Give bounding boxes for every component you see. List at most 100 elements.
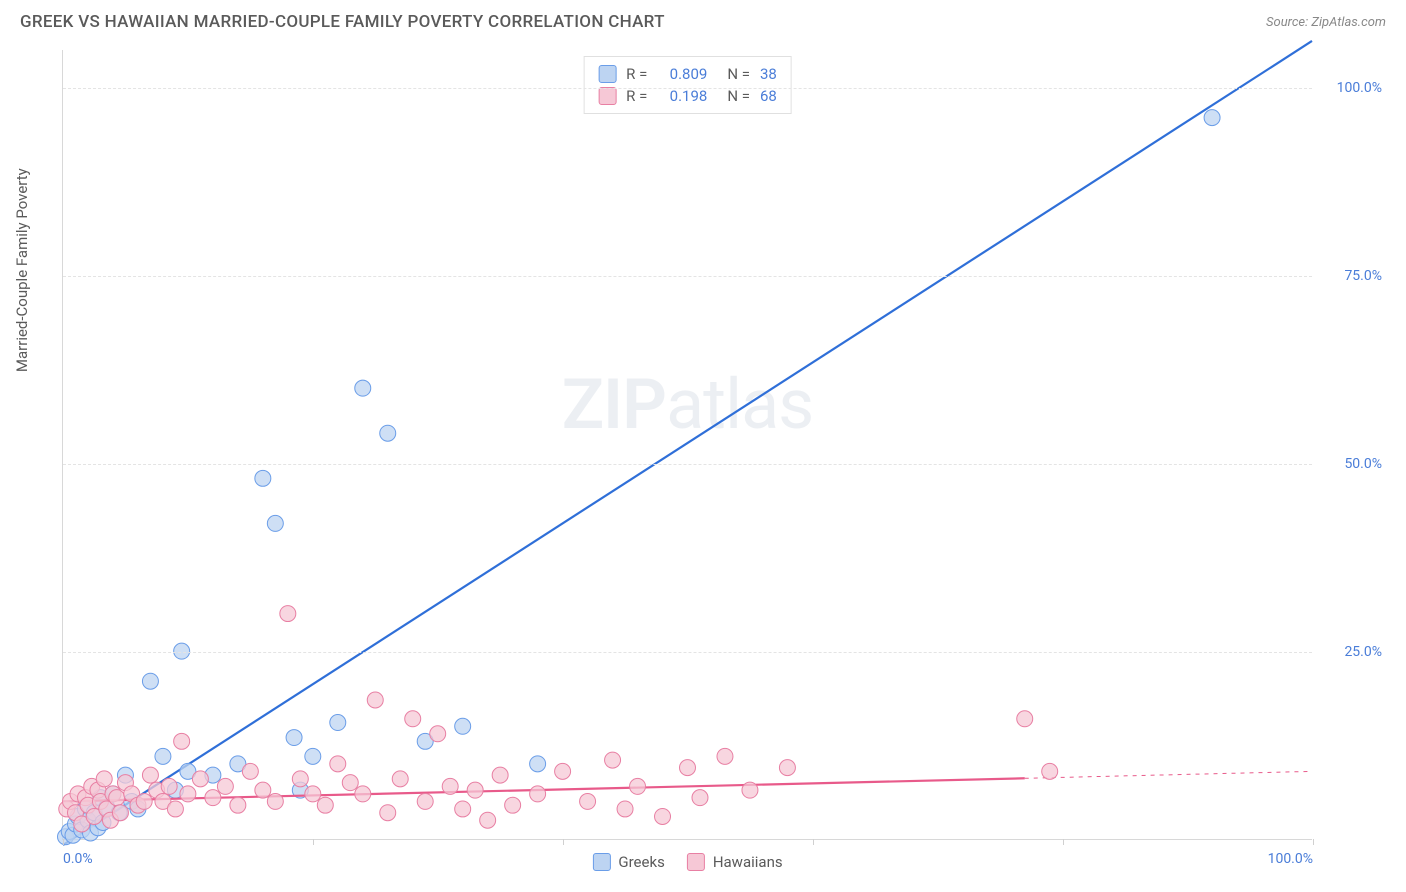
legend-label-greeks: Greeks bbox=[618, 853, 664, 871]
data-point-hawaiians bbox=[392, 771, 408, 787]
gridline bbox=[63, 88, 1312, 89]
x-tick bbox=[63, 839, 64, 845]
data-point-hawaiians bbox=[330, 756, 346, 772]
data-point-hawaiians bbox=[1042, 763, 1058, 779]
data-point-hawaiians bbox=[367, 692, 383, 708]
data-point-hawaiians bbox=[342, 775, 358, 791]
data-point-hawaiians bbox=[292, 771, 308, 787]
y-tick-label: 100.0% bbox=[1337, 80, 1382, 96]
data-point-hawaiians bbox=[655, 808, 671, 824]
r-label: R = bbox=[626, 87, 647, 105]
data-point-hawaiians bbox=[242, 763, 258, 779]
swatch-hawaiians bbox=[598, 87, 616, 105]
data-point-hawaiians bbox=[692, 790, 708, 806]
data-point-greeks bbox=[355, 380, 371, 396]
data-point-hawaiians bbox=[405, 711, 421, 727]
data-point-hawaiians bbox=[555, 763, 571, 779]
r-label: R = bbox=[626, 65, 647, 83]
data-point-greeks bbox=[305, 748, 321, 764]
x-tick bbox=[1063, 839, 1064, 845]
data-point-hawaiians bbox=[1017, 711, 1033, 727]
n-label: N = bbox=[727, 65, 750, 83]
data-point-hawaiians bbox=[617, 801, 633, 817]
data-point-hawaiians bbox=[455, 801, 471, 817]
legend-item-hawaiians: Hawaiians bbox=[687, 853, 783, 871]
data-point-hawaiians bbox=[480, 812, 496, 828]
data-point-hawaiians bbox=[305, 786, 321, 802]
data-point-hawaiians bbox=[505, 797, 521, 813]
data-point-hawaiians bbox=[442, 778, 458, 794]
swatch-hawaiians bbox=[687, 853, 705, 871]
legend-row-greeks: R = 0.809 N = 38 bbox=[598, 63, 777, 85]
data-point-hawaiians bbox=[96, 771, 112, 787]
data-point-greeks bbox=[286, 730, 302, 746]
data-point-hawaiians bbox=[680, 760, 696, 776]
chart-source: Source: ZipAtlas.com bbox=[1266, 15, 1386, 30]
data-point-greeks bbox=[142, 673, 158, 689]
data-point-greeks bbox=[330, 715, 346, 731]
data-point-hawaiians bbox=[430, 726, 446, 742]
data-point-greeks bbox=[255, 470, 271, 486]
y-tick-label: 50.0% bbox=[1344, 456, 1382, 472]
data-point-greeks bbox=[267, 515, 283, 531]
data-point-hawaiians bbox=[230, 797, 246, 813]
data-point-hawaiians bbox=[779, 760, 795, 776]
data-point-hawaiians bbox=[255, 782, 271, 798]
correlation-legend: R = 0.809 N = 38 R = 0.198 N = 68 bbox=[583, 56, 792, 114]
y-tick-label: 75.0% bbox=[1344, 268, 1382, 284]
data-point-hawaiians bbox=[417, 793, 433, 809]
swatch-greeks bbox=[592, 853, 610, 871]
data-point-greeks bbox=[380, 425, 396, 441]
data-point-greeks bbox=[530, 756, 546, 772]
n-label: N = bbox=[727, 87, 750, 105]
data-point-hawaiians bbox=[317, 797, 333, 813]
data-point-hawaiians bbox=[467, 782, 483, 798]
gridline bbox=[63, 652, 1312, 653]
data-point-hawaiians bbox=[109, 790, 125, 806]
data-point-hawaiians bbox=[142, 767, 158, 783]
n-value-hawaiians: 68 bbox=[760, 87, 777, 105]
data-point-hawaiians bbox=[180, 786, 196, 802]
data-point-hawaiians bbox=[530, 786, 546, 802]
chart-container: Married-Couple Family Poverty ZIPatlas R… bbox=[50, 50, 1390, 880]
data-point-hawaiians bbox=[161, 778, 177, 794]
data-point-greeks bbox=[155, 748, 171, 764]
data-point-hawaiians bbox=[492, 767, 508, 783]
plot-svg bbox=[63, 50, 1312, 839]
data-point-hawaiians bbox=[355, 786, 371, 802]
x-tick-label: 100.0% bbox=[1268, 851, 1313, 867]
data-point-hawaiians bbox=[217, 778, 233, 794]
trend-line-greeks bbox=[63, 41, 1312, 845]
data-point-hawaiians bbox=[267, 793, 283, 809]
data-point-hawaiians bbox=[205, 790, 221, 806]
chart-title: GREEK VS HAWAIIAN MARRIED-COUPLE FAMILY … bbox=[20, 12, 665, 32]
chart-header: GREEK VS HAWAIIAN MARRIED-COUPLE FAMILY … bbox=[0, 0, 1406, 40]
gridline bbox=[63, 464, 1312, 465]
swatch-greeks bbox=[598, 65, 616, 83]
data-point-hawaiians bbox=[605, 752, 621, 768]
data-point-hawaiians bbox=[192, 771, 208, 787]
trend-line-dashed-hawaiians bbox=[1025, 771, 1312, 778]
data-point-hawaiians bbox=[630, 778, 646, 794]
x-tick bbox=[313, 839, 314, 845]
x-tick bbox=[563, 839, 564, 845]
r-value-greeks: 0.809 bbox=[657, 65, 707, 83]
data-point-hawaiians bbox=[136, 793, 152, 809]
data-point-greeks bbox=[455, 718, 471, 734]
data-point-greeks bbox=[1204, 110, 1220, 126]
data-point-hawaiians bbox=[717, 748, 733, 764]
gridline bbox=[63, 276, 1312, 277]
plot-area: ZIPatlas R = 0.809 N = 38 R = 0.198 N = … bbox=[62, 50, 1312, 840]
n-value-greeks: 38 bbox=[760, 65, 777, 83]
data-point-hawaiians bbox=[112, 805, 128, 821]
y-axis-label: Married-Couple Family Poverty bbox=[13, 168, 31, 372]
r-value-hawaiians: 0.198 bbox=[657, 87, 707, 105]
x-tick bbox=[1313, 839, 1314, 845]
data-point-hawaiians bbox=[280, 606, 296, 622]
data-point-hawaiians bbox=[380, 805, 396, 821]
data-point-hawaiians bbox=[167, 801, 183, 817]
data-point-hawaiians bbox=[580, 793, 596, 809]
x-tick-label: 0.0% bbox=[63, 851, 93, 867]
data-point-hawaiians bbox=[742, 782, 758, 798]
y-tick-label: 25.0% bbox=[1344, 644, 1382, 660]
